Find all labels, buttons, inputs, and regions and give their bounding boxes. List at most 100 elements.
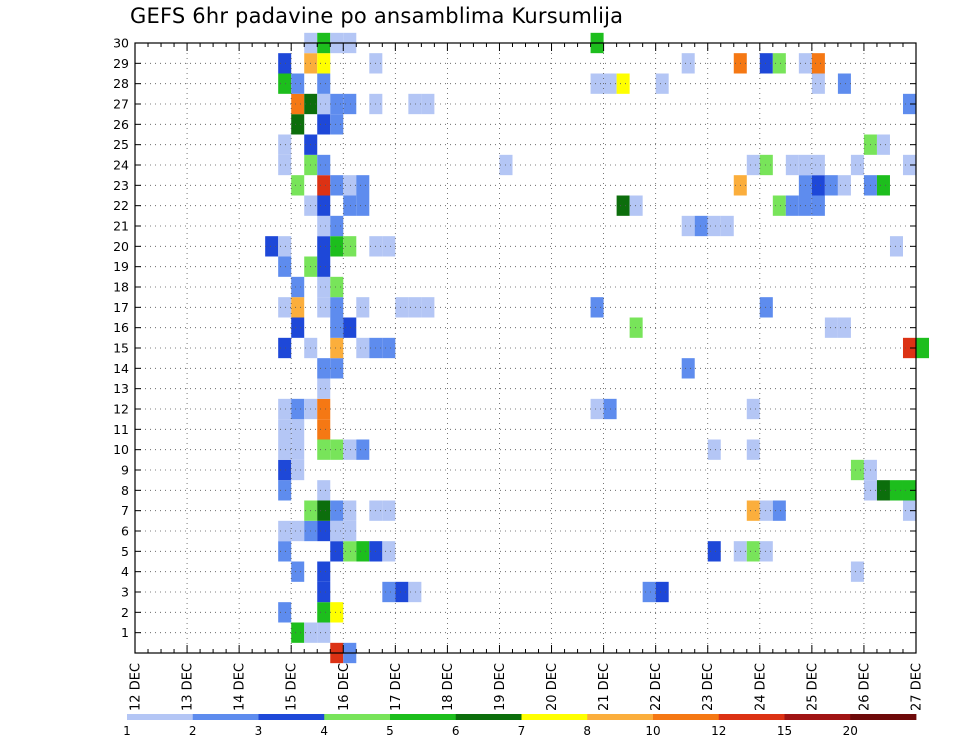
heatmap-cell bbox=[291, 398, 305, 420]
y-tick-label: 8 bbox=[121, 483, 129, 498]
heatmap-cell bbox=[681, 358, 695, 379]
x-tick-label: 17 DEC bbox=[389, 663, 404, 711]
y-tick-label: 27 bbox=[113, 97, 129, 112]
heatmap-cell bbox=[330, 93, 344, 115]
colorbar-segment bbox=[192, 714, 259, 720]
heatmap-cell bbox=[811, 154, 825, 176]
heatmap-cell bbox=[629, 317, 643, 338]
chart-title: GEFS 6hr padavine po ansamblima Kursumli… bbox=[130, 4, 624, 28]
heatmap-cell bbox=[408, 93, 422, 115]
heatmap-cell bbox=[291, 297, 305, 318]
colorbar-segment bbox=[587, 714, 654, 720]
heatmap-cell bbox=[278, 256, 292, 277]
heatmap-cell bbox=[278, 337, 292, 359]
heatmap-cell bbox=[876, 134, 890, 155]
colorbar-label: 1 bbox=[123, 724, 131, 738]
heatmap-cell bbox=[616, 73, 630, 94]
y-tick-label: 19 bbox=[113, 259, 129, 274]
heatmap-cell bbox=[837, 317, 851, 338]
heatmap-cell bbox=[785, 154, 799, 176]
heatmap-cell bbox=[876, 175, 890, 196]
y-tick-label: 29 bbox=[113, 56, 129, 71]
x-tick-label: 14 DEC bbox=[233, 663, 248, 711]
y-tick-label: 2 bbox=[121, 605, 129, 620]
x-tick-label: 26 DEC bbox=[857, 663, 872, 711]
x-tick-label: 21 DEC bbox=[597, 663, 612, 711]
heatmap-cell bbox=[317, 215, 331, 237]
heatmap-cell bbox=[278, 154, 292, 176]
heatmap-cell bbox=[317, 520, 331, 542]
y-tick-label: 5 bbox=[121, 544, 129, 559]
heatmap-cell bbox=[772, 500, 786, 521]
heatmap-cell bbox=[330, 276, 344, 298]
y-tick-label: 11 bbox=[113, 422, 129, 437]
heatmap-cell bbox=[330, 236, 344, 257]
colorbar-segment bbox=[718, 714, 785, 720]
heatmap-cell bbox=[707, 439, 721, 460]
heatmap-cell bbox=[590, 73, 604, 94]
heatmap-cell bbox=[759, 297, 773, 318]
x-tick-label: 15 DEC bbox=[285, 663, 300, 711]
heatmap-cells bbox=[265, 32, 930, 664]
heatmap-cell bbox=[395, 297, 409, 318]
y-tick-label: 9 bbox=[121, 463, 129, 478]
heatmap-cell bbox=[317, 175, 331, 196]
heatmap-cell bbox=[343, 195, 357, 216]
x-tick-label: 25 DEC bbox=[805, 663, 820, 711]
heatmap-cell bbox=[408, 581, 422, 603]
heatmap-cell bbox=[278, 602, 292, 623]
colorbar-label: 6 bbox=[452, 724, 460, 738]
heatmap-cell bbox=[824, 317, 838, 338]
heatmap-cell bbox=[278, 297, 292, 318]
colorbar: 1 2 3 4 5 6 7 8 10 12 15 20 bbox=[123, 714, 917, 738]
heatmap-cell bbox=[291, 439, 305, 460]
y-tick-label: 6 bbox=[121, 524, 129, 539]
heatmap-cell bbox=[746, 439, 760, 460]
heatmap-cell bbox=[837, 73, 851, 94]
y-tick-label: 23 bbox=[113, 178, 129, 193]
heatmap-cell bbox=[317, 378, 331, 399]
heatmap-cell bbox=[330, 337, 344, 359]
heatmap-cell bbox=[343, 93, 357, 115]
heatmap-cell bbox=[343, 520, 357, 542]
heatmap-cell bbox=[291, 459, 305, 481]
colorbar-label: 15 bbox=[777, 724, 792, 738]
y-axis: 1234567891011121314151617181920212223242… bbox=[113, 36, 916, 640]
heatmap-cell bbox=[317, 439, 331, 460]
heatmap-cell bbox=[278, 236, 292, 257]
heatmap-cell bbox=[291, 317, 305, 338]
x-tick-label: 13 DEC bbox=[181, 663, 196, 711]
y-tick-label: 10 bbox=[113, 442, 129, 457]
heatmap-cell bbox=[330, 114, 344, 135]
heatmap-cell bbox=[876, 480, 890, 501]
heatmap-cell bbox=[317, 236, 331, 257]
heatmap-cell bbox=[356, 439, 370, 460]
y-tick-label: 30 bbox=[113, 36, 129, 51]
heatmap-cell bbox=[382, 541, 396, 562]
y-tick-label: 14 bbox=[113, 361, 129, 376]
colorbar-label: 4 bbox=[320, 724, 328, 738]
y-tick-label: 3 bbox=[121, 585, 129, 600]
y-tick-label: 25 bbox=[113, 137, 129, 152]
heatmap-cell bbox=[408, 297, 422, 318]
heatmap-cell bbox=[382, 581, 396, 603]
heatmap-cell bbox=[330, 175, 344, 196]
y-tick-label: 18 bbox=[113, 280, 129, 295]
colorbar-segment bbox=[127, 714, 194, 720]
heatmap-cell bbox=[291, 561, 305, 582]
y-tick-label: 22 bbox=[113, 198, 129, 213]
heatmap-cell bbox=[278, 520, 292, 542]
colorbar-label: 2 bbox=[189, 724, 197, 738]
heatmap-cell bbox=[772, 53, 786, 74]
heatmap-cell bbox=[356, 337, 370, 359]
colorbar-label: 8 bbox=[583, 724, 591, 738]
colorbar-segment bbox=[521, 714, 588, 720]
y-tick-label: 13 bbox=[113, 381, 129, 396]
colorbar-segment bbox=[850, 714, 917, 720]
heatmap-cell bbox=[837, 175, 851, 196]
heatmap-cell bbox=[681, 53, 695, 74]
heatmap-cell bbox=[811, 53, 825, 74]
heatmap-cell bbox=[629, 195, 643, 216]
heatmap-cell bbox=[278, 398, 292, 420]
